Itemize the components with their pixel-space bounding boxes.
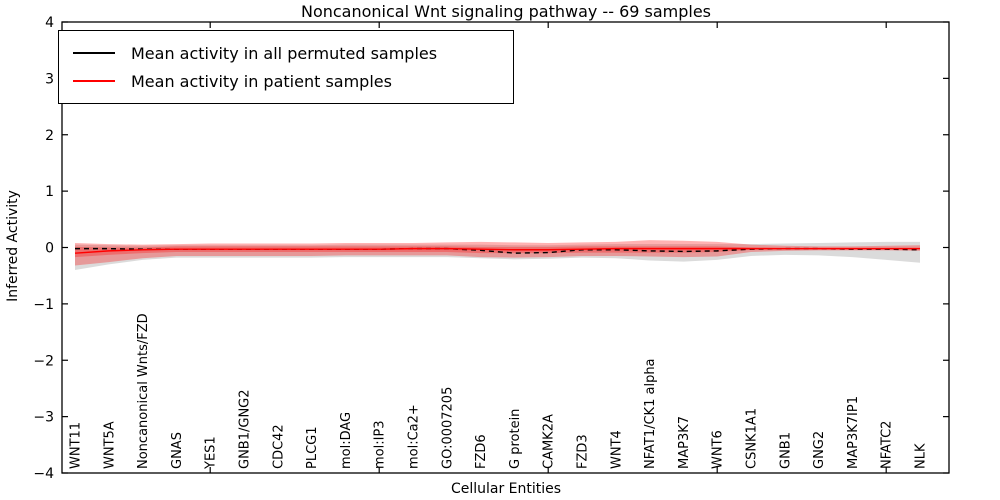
category-label: CAMK2A bbox=[542, 414, 557, 469]
category-label: mol:IP3 bbox=[373, 420, 388, 469]
category-label: CDC42 bbox=[271, 424, 286, 469]
legend-label-permuted: Mean activity in all permuted samples bbox=[131, 43, 438, 63]
category-label: YES1 bbox=[204, 436, 219, 470]
category-label: WNT4 bbox=[609, 430, 624, 469]
legend-item-permuted: Mean activity in all permuted samples bbox=[69, 39, 501, 67]
category-label: NFAT1/CK1 alpha bbox=[643, 358, 658, 469]
category-label: GO:0007205 bbox=[440, 387, 455, 469]
chart-title: Noncanonical Wnt signaling pathway -- 69… bbox=[300, 2, 712, 21]
category-label: GNG2 bbox=[812, 431, 827, 469]
y-tick-label: 4 bbox=[45, 15, 54, 31]
category-label: FZD3 bbox=[576, 434, 591, 469]
y-tick-label: 0 bbox=[45, 241, 54, 257]
category-label: MAP3K7IP1 bbox=[846, 396, 861, 469]
category-label: GNB1 bbox=[778, 432, 793, 469]
category-label: PLCG1 bbox=[305, 426, 320, 469]
patient-samples-outer-band-band bbox=[75, 240, 920, 266]
category-label: WNT6 bbox=[711, 430, 726, 469]
legend: Mean activity in all permuted samples Me… bbox=[58, 30, 514, 104]
y-tick-label: −4 bbox=[33, 466, 54, 482]
category-label: G protein bbox=[508, 409, 523, 469]
category-label: GNAS bbox=[170, 432, 185, 469]
legend-label-patient: Mean activity in patient samples bbox=[131, 71, 392, 91]
category-label: WNT11 bbox=[69, 422, 84, 469]
mean-activity-in-patient-samples-line bbox=[74, 247, 920, 254]
y-tick-label: 1 bbox=[45, 184, 54, 200]
y-tick-label: −3 bbox=[33, 410, 54, 426]
legend-item-patient: Mean activity in patient samples bbox=[69, 67, 501, 95]
y-axis-label: Inferred Activity bbox=[5, 190, 21, 302]
category-label: MAP3K7 bbox=[677, 416, 692, 469]
legend-line-patient-icon bbox=[73, 80, 115, 82]
category-label: FZD6 bbox=[474, 434, 489, 469]
legend-line-permuted-icon bbox=[73, 52, 115, 54]
category-label: WNT5A bbox=[102, 421, 117, 469]
y-tick-label: −2 bbox=[33, 353, 54, 369]
category-label: CSNK1A1 bbox=[745, 408, 760, 469]
y-tick-label: 2 bbox=[45, 128, 54, 144]
x-axis-label: Cellular Entities bbox=[450, 481, 562, 497]
category-label: Noncanonical Wnts/FZD bbox=[136, 313, 151, 469]
y-tick-label: −1 bbox=[33, 297, 54, 313]
y-tick-label: 3 bbox=[45, 71, 54, 87]
category-label: GNB1/GNG2 bbox=[238, 389, 253, 469]
category-label: mol:Ca2+ bbox=[407, 404, 422, 469]
category-label: NFATC2 bbox=[880, 421, 895, 469]
category-label: NLK bbox=[914, 443, 929, 469]
category-label: mol:DAG bbox=[339, 412, 354, 469]
